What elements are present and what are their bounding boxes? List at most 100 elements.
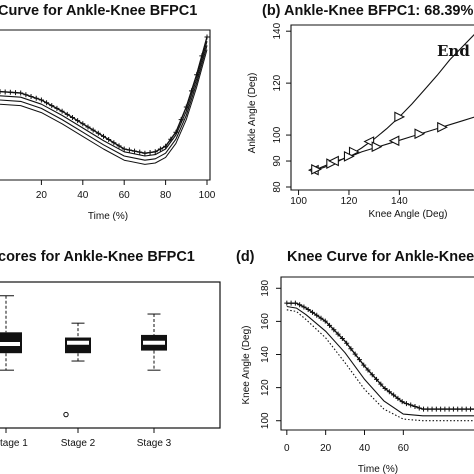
- panel-d-series-2: [286, 305, 474, 417]
- panel-b-ylabel: Ankle Angle (Deg): [247, 73, 258, 154]
- panel-a-marker: [173, 129, 179, 135]
- panel-c-xtick-label: Stage 2: [61, 438, 96, 449]
- panel-b-ticks: 100 120 140 80 90 100 120 140: [272, 22, 408, 207]
- panel-b-ytick-label: 120: [272, 74, 283, 91]
- panel-d-marker: [408, 402, 414, 408]
- panel-a-marker: [188, 88, 194, 94]
- panel-a-xtick-label: 100: [199, 190, 216, 201]
- panel-a-marker: [59, 108, 65, 114]
- panel-d-marker: [369, 372, 375, 378]
- panel-a-marker: [116, 143, 122, 149]
- panel-d-ytick-label: 140: [260, 346, 271, 363]
- panel-b-xtick-label: 120: [341, 196, 358, 207]
- panel-a-marker: [137, 149, 143, 155]
- panel-a-series-2: [0, 41, 208, 157]
- panel-b-title: (b) Ankle-Knee BFPC1: 68.39% of: [262, 3, 474, 19]
- panel-a-marker: [194, 72, 200, 78]
- panel-d-ylabel: Knee Angle (Deg): [241, 326, 252, 405]
- panel-d-marker: [348, 346, 354, 352]
- panel-d-plot: [284, 300, 474, 422]
- panel-a-marker: [157, 146, 163, 152]
- panel-d-marker: [403, 401, 409, 407]
- panel-d-marker: [382, 386, 388, 392]
- panel-a-marker: [85, 124, 91, 130]
- panel-d-marker: [391, 392, 397, 398]
- panel-d-xlabel: Time (%): [358, 464, 398, 474]
- panel-d-marker: [378, 381, 384, 387]
- panel-d-marker: [399, 399, 405, 405]
- panel-d-marker: [438, 406, 444, 412]
- panel-a-x-ticks: 20 40 60 80 100: [36, 180, 216, 201]
- panel-b-marker: [328, 155, 339, 167]
- panel-a-marker: [64, 111, 70, 117]
- panel-d-marker: [305, 306, 311, 312]
- panel-b-ytick-label: 90: [272, 155, 283, 167]
- panel-d-marker: [356, 357, 362, 363]
- panel-d-series-3: [286, 309, 474, 422]
- panel-a-marker: [204, 34, 210, 40]
- panel-d-label: (d): [236, 249, 255, 265]
- panel-d-marker: [429, 406, 435, 412]
- panel-a-marker: [13, 90, 19, 96]
- panel-b-marker: [311, 163, 322, 175]
- panel-d-marker: [352, 351, 358, 357]
- panel-a-marker: [2, 89, 8, 95]
- panel-b-marker: [388, 135, 400, 147]
- panel-c-xtick-label: tage 1: [0, 438, 28, 449]
- panel-a-marker: [132, 148, 138, 154]
- panel-d-marker: [297, 302, 303, 308]
- panel-d-marker: [284, 300, 290, 306]
- panel-c-title: cores for Ankle-Knee BFPC1: [0, 249, 195, 265]
- panel-d-marker: [450, 406, 456, 412]
- panel-d-marker: [386, 389, 392, 395]
- panel-b-plot: [307, 34, 474, 176]
- panel-a-marker: [126, 147, 132, 153]
- panel-d-ytick-label: 120: [260, 379, 271, 396]
- panel-a-marker: [111, 140, 117, 146]
- panel-d-marker: [459, 406, 465, 412]
- panel-d-ytick-label: 160: [260, 313, 271, 330]
- panel-c-outlier: [63, 411, 69, 418]
- panel-b-ytick-label: 80: [272, 181, 283, 193]
- panel-a-marker: [106, 137, 112, 143]
- panel-a-marker: [199, 53, 205, 59]
- panel-a-xtick-label: 40: [77, 190, 89, 201]
- panel-a-marker: [183, 104, 189, 110]
- panel-a-marker: [49, 103, 55, 109]
- panel-d-xtick-label: 0: [284, 443, 290, 454]
- panel-a-marker: [33, 95, 39, 101]
- panel-d-marker: [292, 300, 298, 306]
- panel-a-marker: [44, 100, 50, 106]
- panel-d-marker: [309, 309, 315, 315]
- panel-a-series-3: [0, 45, 208, 161]
- panel-d-marker: [442, 406, 448, 412]
- panel-d-marker: [468, 406, 474, 412]
- panel-b-marker: [437, 121, 448, 133]
- panel-b-xlabel: Knee Angle (Deg): [369, 209, 448, 220]
- panel-a-marker: [54, 105, 60, 111]
- panel-b-marker: [414, 128, 426, 140]
- panel-b-marker: [371, 141, 383, 153]
- panel-a-marker: [18, 90, 24, 96]
- panel-c-box: [65, 337, 91, 354]
- panel-d-frame: [280, 276, 474, 431]
- panel-b-marker: [394, 111, 406, 123]
- panel-c-frame: [0, 281, 221, 429]
- panel-a-marker: [80, 121, 86, 127]
- panel-d-marker: [339, 335, 345, 341]
- panel-d-xtick-label: 60: [398, 443, 410, 454]
- panel-d-marker: [433, 406, 439, 412]
- panel-c-plot: [0, 295, 167, 418]
- panel-d-marker: [472, 408, 474, 410]
- panel-a-marker: [152, 149, 158, 155]
- panel-b-frame: [290, 24, 474, 191]
- panel-a-marker: [121, 146, 127, 152]
- panel-a-marker: [7, 89, 13, 95]
- panel-d-marker: [288, 300, 294, 306]
- panel-d-xtick-label: 40: [359, 443, 371, 454]
- panel-d-marker: [344, 340, 350, 346]
- panel-d-marker: [322, 318, 328, 324]
- panel-d-title: Knee Curve for Ankle-Knee: [287, 249, 474, 265]
- panel-d-series-1: [286, 302, 474, 410]
